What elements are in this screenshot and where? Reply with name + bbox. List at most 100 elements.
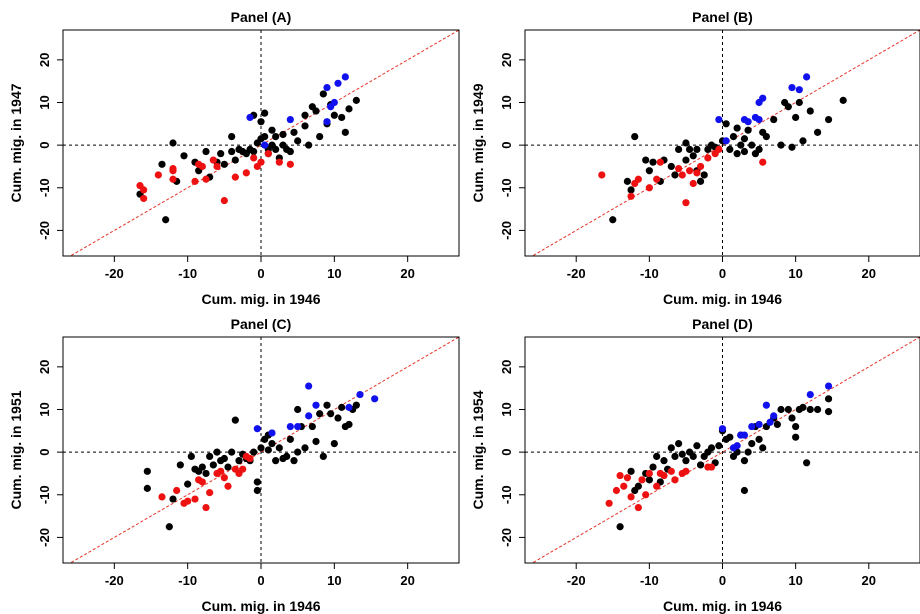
panel-b-point-black bbox=[685, 145, 694, 153]
panel-d-y-tick-label: 10 bbox=[499, 402, 514, 416]
panel-c-point-red bbox=[191, 495, 199, 503]
panel-b-point-black bbox=[682, 156, 690, 164]
panel-c-point-black bbox=[187, 452, 195, 460]
panel-c-point-red bbox=[224, 482, 232, 490]
panel-c-y-tick-label: 0 bbox=[37, 449, 52, 456]
panel-a-x-tick-label: 20 bbox=[400, 266, 414, 281]
panel-d-point-black bbox=[824, 395, 833, 403]
panel-a-point-blue bbox=[323, 83, 331, 92]
panel-c-point-black bbox=[184, 480, 192, 488]
panel-c-point-black bbox=[206, 452, 214, 460]
panel-c-point-blue bbox=[286, 422, 294, 431]
panel-a-point-black bbox=[301, 122, 309, 130]
panel-c-point-red bbox=[158, 493, 166, 501]
panel-c-point-black bbox=[220, 454, 228, 463]
panel-b-point-black bbox=[806, 107, 814, 115]
panel-b-point-black bbox=[689, 152, 697, 160]
panel-d-point-black bbox=[740, 457, 749, 465]
panel-d-x-tick-label: -20 bbox=[567, 573, 586, 588]
panel-b-x-tick-label: -20 bbox=[567, 266, 586, 281]
panel-d-point-blue bbox=[806, 390, 814, 399]
panel-d-point-red bbox=[671, 476, 679, 484]
panel-d-point-black bbox=[689, 452, 697, 460]
panel-a-x-tick-label: -10 bbox=[178, 266, 197, 281]
panel-b-point-black bbox=[722, 120, 730, 128]
panel-c-point-blue bbox=[371, 395, 379, 403]
panel-c-point-blue bbox=[294, 422, 302, 431]
panel-c-point-red bbox=[173, 486, 181, 495]
panel-b-point-black bbox=[839, 96, 847, 104]
panel-a-y-axis-label: Cum. mig. in 1947 bbox=[8, 83, 24, 202]
panel-c-point-black bbox=[253, 486, 261, 495]
panel-b-point-red bbox=[696, 162, 705, 171]
panel-d-point-black bbox=[824, 408, 833, 416]
panel-d-point-blue bbox=[824, 382, 833, 390]
panel-d-point-blue bbox=[718, 425, 727, 433]
panel-c-point-black bbox=[319, 452, 327, 460]
panel-b-point-black bbox=[824, 115, 833, 124]
panel-a-point-black bbox=[352, 96, 360, 104]
panel-b-point-black bbox=[627, 186, 635, 194]
panel-d-point-blue bbox=[740, 431, 749, 439]
panel-d-point-red bbox=[605, 499, 613, 507]
panel-a-y-tick-label: 10 bbox=[37, 95, 52, 109]
panel-c-point-red bbox=[246, 454, 254, 463]
panel-b-y-tick-label: 10 bbox=[499, 95, 514, 109]
panel-d-point-black bbox=[616, 523, 624, 531]
panel-d-point-black bbox=[806, 405, 814, 414]
panel-a-x-axis-label: Cum. mig. in 1946 bbox=[201, 291, 320, 307]
panel-c-point-black bbox=[283, 452, 291, 460]
panel-d-point-black bbox=[653, 452, 661, 460]
panel-c-x-axis-label: Cum. mig. in 1946 bbox=[201, 598, 320, 614]
panel-b-point-black bbox=[700, 171, 708, 179]
panel-c-point-red bbox=[202, 503, 210, 512]
panel-a-point-black bbox=[162, 216, 170, 224]
panel-c-point-black bbox=[264, 446, 272, 454]
panel-b-x-tick-label: 20 bbox=[862, 266, 876, 281]
panel-b-point-black bbox=[748, 141, 756, 149]
panel-c-point-blue bbox=[345, 403, 353, 411]
panel-d-point-black bbox=[773, 420, 781, 429]
panel-b-point-blue bbox=[795, 86, 803, 94]
panel-b-y-tick-label: -20 bbox=[499, 221, 514, 240]
panel-a-point-black bbox=[202, 147, 210, 156]
panel-a-point-black bbox=[180, 152, 188, 160]
panel-d-point-black bbox=[645, 476, 653, 484]
panel-c-x-tick-label: 20 bbox=[400, 573, 414, 588]
panel-a-point-black bbox=[286, 147, 294, 156]
panel-b-y-tick-label: 0 bbox=[499, 142, 514, 149]
panel-b-point-black bbox=[726, 145, 734, 153]
panel-c-point-black bbox=[352, 401, 360, 409]
panel-d-point-blue bbox=[770, 412, 778, 420]
panel-b-point-red bbox=[645, 184, 653, 192]
panel-a-point-red bbox=[202, 175, 210, 183]
panel-c-point-black bbox=[268, 440, 276, 448]
panel-c-point-black bbox=[312, 437, 320, 446]
panel-c-point-black bbox=[323, 401, 331, 409]
panel-b-point-red bbox=[634, 175, 642, 183]
panel-b-point-black bbox=[784, 103, 792, 111]
panel-b-point-red bbox=[682, 199, 690, 207]
panel-a-point-red bbox=[231, 173, 239, 181]
panel-d-plot-frame bbox=[524, 336, 920, 564]
panel-c-point-black bbox=[224, 463, 232, 471]
panel-b-point-black bbox=[645, 167, 653, 175]
panel-b-point-red bbox=[656, 158, 664, 166]
panel-b-point-red bbox=[675, 164, 683, 173]
panel-c-point-red bbox=[184, 497, 192, 505]
panel-a-point-black bbox=[301, 111, 309, 119]
panel-b-point-black bbox=[777, 141, 785, 149]
panel-c-point-black bbox=[327, 410, 335, 418]
panel-c-point-red bbox=[239, 465, 247, 473]
panel-a-point-red bbox=[250, 154, 258, 162]
panel-d-point-blue bbox=[762, 401, 770, 409]
panel-a-point-black bbox=[341, 128, 349, 136]
panel-c-point-black bbox=[316, 410, 324, 418]
panel-a-point-blue bbox=[261, 141, 269, 149]
panel-a-point-blue bbox=[341, 73, 349, 81]
panel-b-plot-frame bbox=[524, 29, 920, 257]
panel-a-point-red bbox=[169, 167, 177, 175]
panel-d-point-black bbox=[744, 448, 752, 456]
panel-b-point-black bbox=[792, 113, 800, 122]
panel-c-point-black bbox=[213, 448, 221, 456]
